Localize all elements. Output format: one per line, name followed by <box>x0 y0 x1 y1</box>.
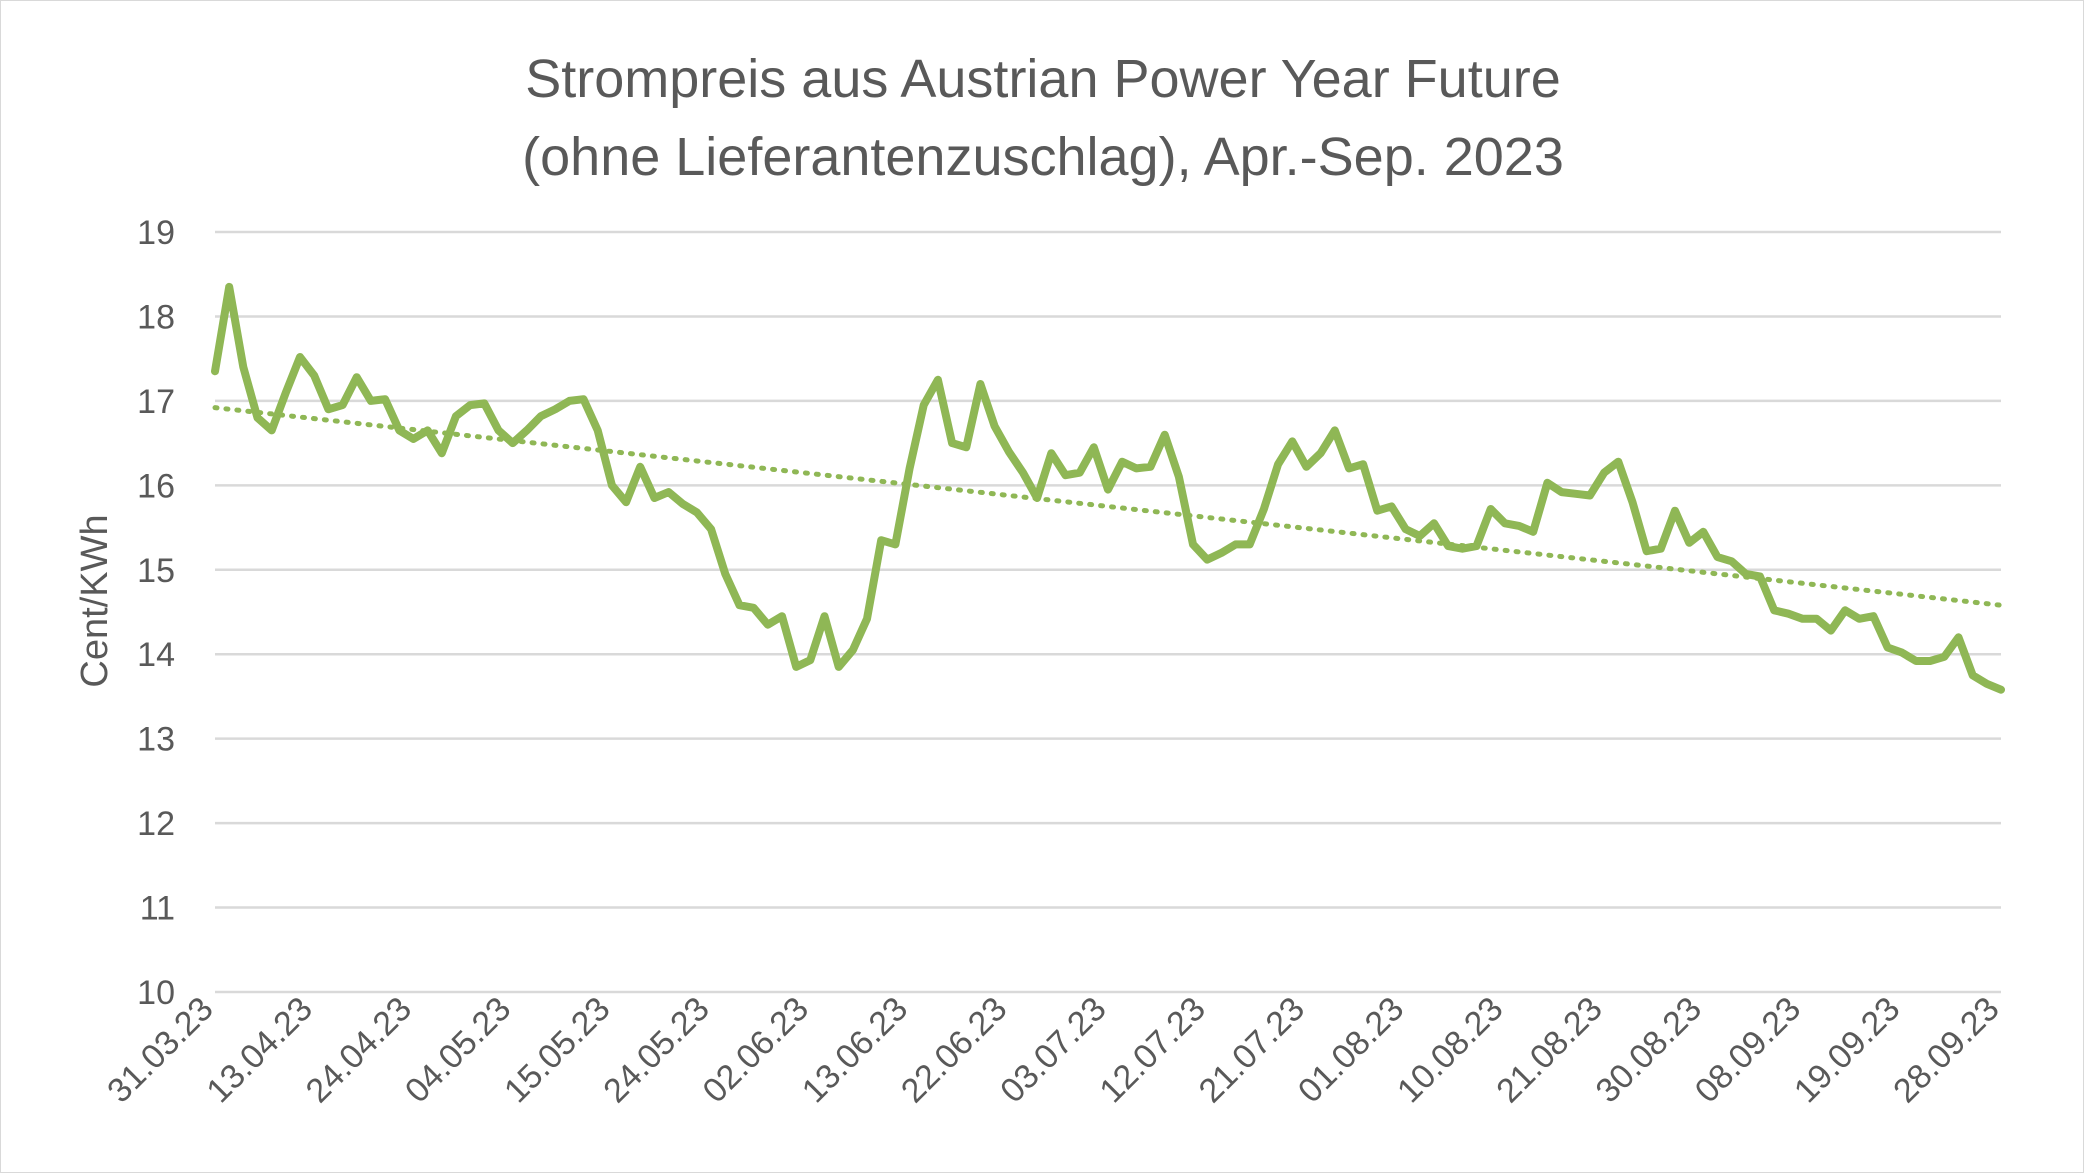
y-tick-label: 10 <box>137 974 175 1012</box>
y-tick-label: 18 <box>137 298 175 336</box>
x-tick-label: 19.09.23 <box>1787 990 1907 1110</box>
x-tick-label: 10.08.23 <box>1390 990 1510 1110</box>
gridlines <box>215 230 2001 994</box>
x-tick-label: 21.08.23 <box>1489 990 1609 1110</box>
x-tick-label: 30.08.23 <box>1589 990 1709 1110</box>
x-tick-label: 12.07.23 <box>1092 990 1212 1110</box>
x-tick-label: 22.06.23 <box>894 990 1014 1110</box>
trendline-series <box>212 405 2004 608</box>
x-tick-label: 24.04.23 <box>299 990 419 1110</box>
x-tick-label: 08.09.23 <box>1688 990 1808 1110</box>
y-axis-label: Cent/KWh <box>74 514 116 687</box>
y-tick-label: 19 <box>137 214 175 252</box>
x-tick-label: 03.07.23 <box>993 990 1113 1110</box>
y-tick-label: 15 <box>137 552 175 590</box>
x-tick-label: 24.05.23 <box>596 990 716 1110</box>
chart-title-line-2: (ohne Lieferantenzuschlag), Apr.-Sep. 20… <box>522 127 1564 187</box>
y-axis-ticks: 10 11 12 13 14 15 16 17 18 19 <box>137 214 175 1012</box>
x-tick-label: 02.06.23 <box>696 990 816 1110</box>
chart-title-line-1: Strompreis aus Austrian Power Year Futur… <box>525 49 1561 109</box>
x-tick-label: 13.06.23 <box>795 990 915 1110</box>
y-tick-label: 14 <box>137 636 175 674</box>
price-line <box>211 282 2005 694</box>
trend-line <box>212 405 2004 608</box>
x-tick-label: 04.05.23 <box>398 990 518 1110</box>
price-series <box>211 282 2005 694</box>
y-tick-label: 11 <box>140 890 175 928</box>
x-tick-label: 28.09.23 <box>1886 990 2006 1110</box>
x-axis-ticks: 31.03.2313.04.2324.04.2304.05.2315.05.23… <box>100 990 2006 1110</box>
x-tick-label: 21.07.23 <box>1192 990 1312 1110</box>
x-tick-label: 01.08.23 <box>1291 990 1411 1110</box>
x-tick-label: 15.05.23 <box>497 990 617 1110</box>
y-tick-label: 17 <box>137 383 175 421</box>
x-tick-label: 13.04.23 <box>199 990 319 1110</box>
y-tick-label: 12 <box>137 805 175 843</box>
chart-title: Strompreis aus Austrian Power Year Futur… <box>522 49 1564 187</box>
y-tick-label: 16 <box>137 467 175 505</box>
y-tick-label: 13 <box>137 721 175 759</box>
